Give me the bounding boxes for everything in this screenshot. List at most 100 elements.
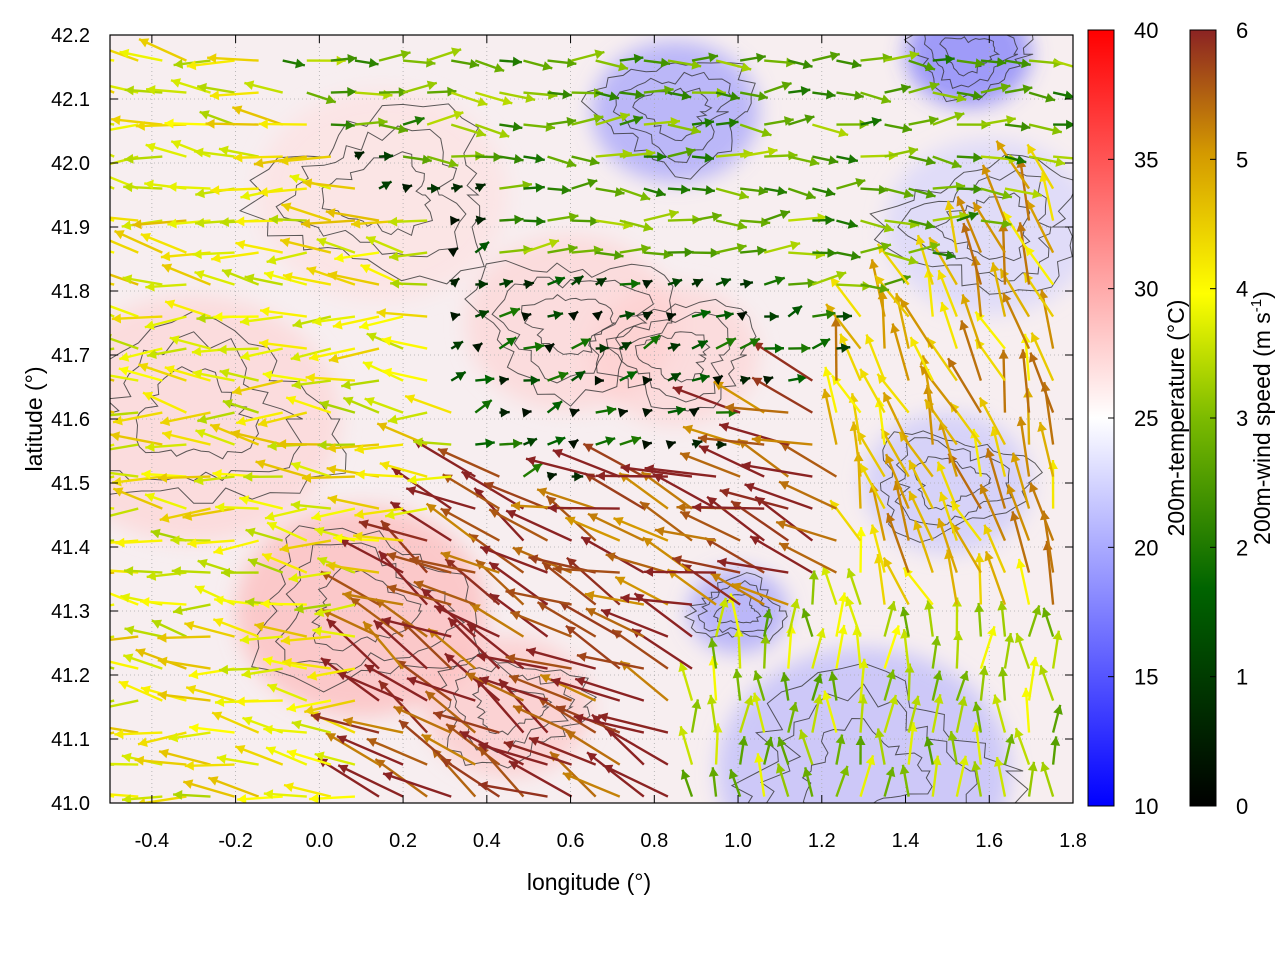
wind-vector xyxy=(478,742,548,766)
wind-vector xyxy=(210,185,259,196)
wind-vector xyxy=(763,375,774,386)
wind-vector xyxy=(883,766,896,797)
wind-vector xyxy=(812,89,836,100)
wind-vector xyxy=(547,244,578,254)
wind-vector xyxy=(1003,734,1015,765)
wind-vector xyxy=(319,400,356,414)
wind-vector xyxy=(571,113,604,126)
wind-vector xyxy=(358,519,428,542)
wind-vector xyxy=(409,555,476,574)
wind-vector xyxy=(426,155,459,168)
wind-vector xyxy=(330,87,357,97)
wind-vector xyxy=(142,391,187,414)
wind-vector xyxy=(325,561,380,574)
wind-vector xyxy=(475,374,495,385)
wind-vector xyxy=(775,763,790,797)
wind-vector xyxy=(706,495,765,542)
wind-vector xyxy=(595,59,629,72)
wind-vector xyxy=(209,90,259,101)
wind-vector xyxy=(671,555,741,574)
wind-vector xyxy=(569,408,580,418)
wind-vector xyxy=(110,506,115,510)
temperature-colorbar-label: 200m-temperature (°C) xyxy=(1163,300,1189,537)
wind-vector xyxy=(111,313,163,324)
wind-vector xyxy=(207,53,259,64)
wind-vector xyxy=(342,396,380,414)
wind-vector xyxy=(499,407,510,418)
wind-vector xyxy=(1010,452,1031,509)
wind-vector xyxy=(741,461,813,478)
wind-vector xyxy=(644,566,717,577)
wind-vector xyxy=(194,270,235,286)
wind-vector xyxy=(811,337,831,350)
wind-colorbar-label-main: 200m-wind speed (m s xyxy=(1249,312,1275,545)
wind-vector xyxy=(122,653,163,670)
wind-vector xyxy=(280,635,331,646)
x-tick-label: 1.4 xyxy=(892,830,920,852)
wind-vector xyxy=(110,592,139,606)
wind-vector xyxy=(821,565,838,605)
wind-vector xyxy=(594,375,604,386)
wind-vector xyxy=(216,754,259,766)
wind-vector xyxy=(715,219,748,231)
wind-vector xyxy=(595,405,617,416)
x-tick-label: 1.0 xyxy=(724,830,752,852)
wind-vector xyxy=(708,767,719,797)
wind-vector xyxy=(667,123,702,135)
wind-vector xyxy=(715,277,732,287)
wind-vector xyxy=(909,336,934,382)
wind-vector xyxy=(812,51,841,62)
wind-vector xyxy=(908,187,936,199)
wind-vector xyxy=(642,279,653,289)
wind-vector xyxy=(239,634,283,645)
wind-vector xyxy=(450,340,464,351)
wind-vector xyxy=(614,575,669,606)
wind-vector xyxy=(885,512,910,574)
wind-vector xyxy=(288,571,332,583)
temperature-colorbar-tick-label: 25 xyxy=(1134,406,1158,431)
wind-vector xyxy=(161,430,211,446)
wind-vector xyxy=(617,407,629,418)
wind-vector xyxy=(197,82,235,94)
wind-vector xyxy=(839,333,862,382)
wind-vector xyxy=(595,436,616,446)
wind-vector xyxy=(213,539,259,556)
wind-vector xyxy=(393,705,452,734)
wind-vector xyxy=(110,699,139,708)
wind-vector xyxy=(787,114,815,126)
wind-vector xyxy=(836,343,851,354)
wind-vector xyxy=(157,656,211,670)
wind-vector xyxy=(1052,90,1073,101)
wind-vector xyxy=(421,733,476,766)
wind-vector xyxy=(643,187,666,198)
wind-vector xyxy=(316,237,356,254)
wind-vector xyxy=(499,121,523,132)
wind-vector xyxy=(547,57,577,68)
wind-colorbar-tick-label: 0 xyxy=(1236,794,1248,819)
wind-vector xyxy=(157,690,211,702)
wind-vector xyxy=(290,500,331,511)
wind-colorbar-tick-label: 3 xyxy=(1236,406,1248,431)
wind-vector xyxy=(145,142,187,158)
wind-vector xyxy=(980,57,1007,68)
temperature-region-0 xyxy=(110,295,341,543)
wind-vector xyxy=(836,154,859,164)
wind-vector xyxy=(812,155,839,166)
wind-vector xyxy=(707,694,718,733)
wind-vector xyxy=(753,670,766,701)
temperature-colorbar-tick-label: 40 xyxy=(1134,18,1158,43)
wind-vector xyxy=(523,59,553,71)
wind-vector xyxy=(237,794,283,803)
wind-vector xyxy=(110,443,115,447)
wind-vector xyxy=(691,152,715,163)
wind-vector xyxy=(547,436,566,446)
wind-vector xyxy=(667,90,692,101)
wind-vector xyxy=(290,461,332,478)
wind-vector xyxy=(354,507,404,520)
wind-vector xyxy=(1004,84,1033,95)
wind-vector xyxy=(974,602,985,637)
wind-vector xyxy=(138,38,187,62)
wind-vector xyxy=(353,150,365,161)
wind-vector xyxy=(401,183,413,194)
